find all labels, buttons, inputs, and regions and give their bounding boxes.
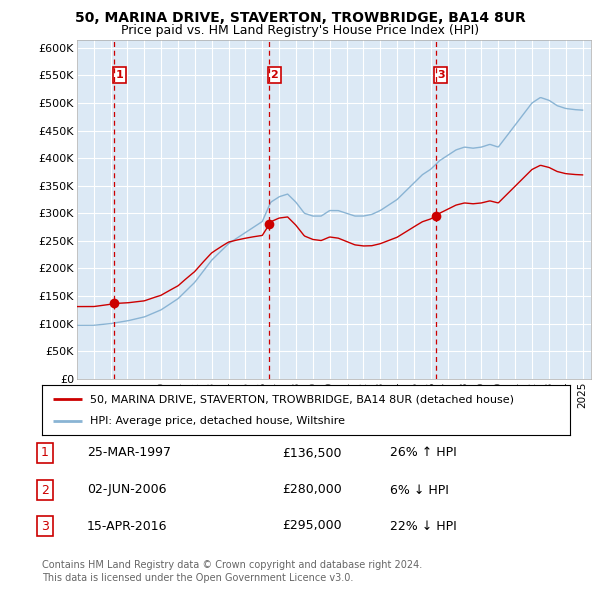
Text: 50, MARINA DRIVE, STAVERTON, TROWBRIDGE, BA14 8UR: 50, MARINA DRIVE, STAVERTON, TROWBRIDGE,… [74,11,526,25]
Text: 22% ↓ HPI: 22% ↓ HPI [390,520,457,533]
Text: £295,000: £295,000 [282,520,341,533]
Text: 1: 1 [116,70,124,80]
Text: £136,500: £136,500 [282,447,341,460]
Text: 50, MARINA DRIVE, STAVERTON, TROWBRIDGE, BA14 8UR (detached house): 50, MARINA DRIVE, STAVERTON, TROWBRIDGE,… [89,394,514,404]
Text: 02-JUN-2006: 02-JUN-2006 [87,483,167,497]
Text: 6% ↓ HPI: 6% ↓ HPI [390,483,449,497]
Text: 3: 3 [437,70,445,80]
Text: 1: 1 [41,447,49,460]
Text: Contains HM Land Registry data © Crown copyright and database right 2024.: Contains HM Land Registry data © Crown c… [42,560,422,570]
Text: £280,000: £280,000 [282,483,342,497]
Text: 26% ↑ HPI: 26% ↑ HPI [390,447,457,460]
Text: 3: 3 [41,520,49,533]
Text: 25-MAR-1997: 25-MAR-1997 [87,447,171,460]
Text: HPI: Average price, detached house, Wiltshire: HPI: Average price, detached house, Wilt… [89,416,344,426]
Text: 15-APR-2016: 15-APR-2016 [87,520,167,533]
Text: 2: 2 [41,483,49,497]
Text: 2: 2 [271,70,278,80]
Text: This data is licensed under the Open Government Licence v3.0.: This data is licensed under the Open Gov… [42,573,353,583]
Text: Price paid vs. HM Land Registry's House Price Index (HPI): Price paid vs. HM Land Registry's House … [121,24,479,37]
